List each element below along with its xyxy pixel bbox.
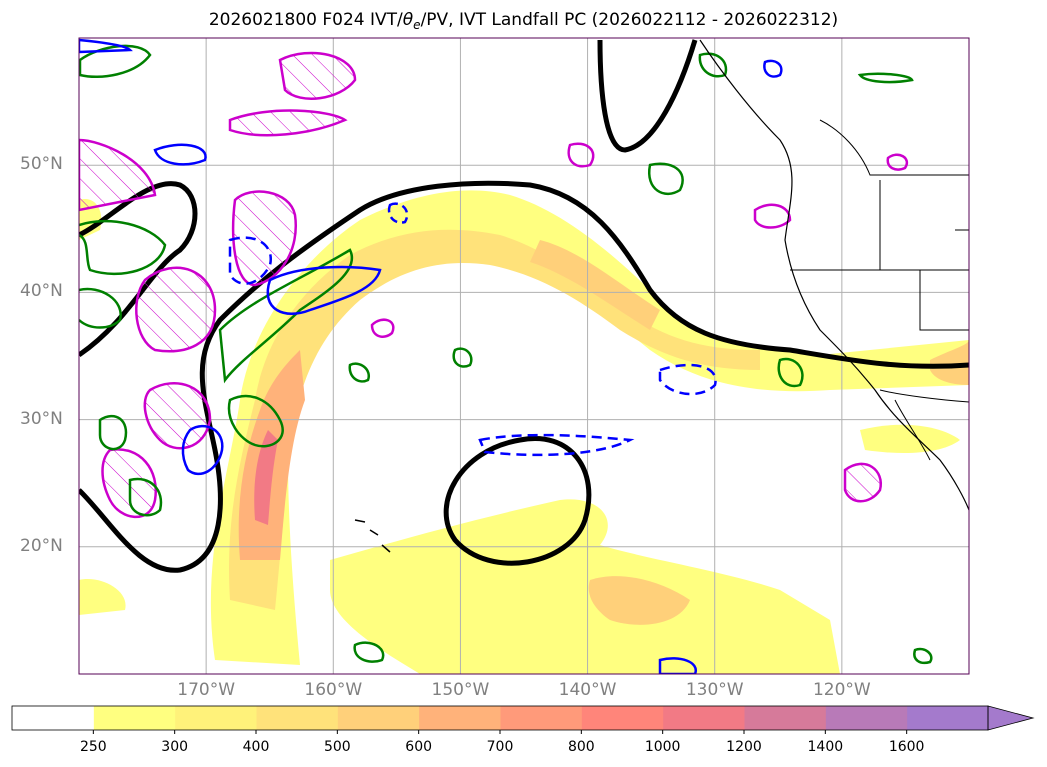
state-borders: [790, 180, 969, 331]
colorbar-tick-label: 700: [486, 739, 514, 755]
pv-contour-8: [843, 462, 883, 503]
ivt-core-b: [254, 430, 278, 525]
theta-symbol: θ: [402, 10, 414, 30]
ivt-band-mid: [229, 229, 761, 611]
thetae-contour-8: [777, 357, 804, 388]
colorbar-segment: [256, 706, 338, 730]
neg-contour-6: [153, 143, 207, 166]
colorbar: [11, 705, 1035, 734]
colorbar-tick-label: 600: [405, 739, 433, 755]
pv-contour-9: [753, 203, 792, 229]
thetae-contour-3: [218, 248, 354, 384]
colorbar-segment: [500, 706, 582, 730]
border-us-mexico: [879, 389, 969, 403]
contours: [79, 38, 969, 674]
colorbar-tick-label: 1200: [726, 739, 762, 755]
hawaii-islands: [354, 519, 391, 553]
thetae-contour-6: [128, 477, 163, 517]
colorbar-tick-label: 1000: [644, 739, 681, 755]
pc-contour-main: [79, 180, 969, 573]
colorbar-tick-label: 500: [323, 739, 351, 755]
thetae-contour-4: [227, 394, 284, 448]
ivt-south-core: [588, 576, 690, 625]
colorbar-segment: [662, 706, 745, 730]
pv-contour-2: [135, 266, 217, 353]
pc-contour-north: [597, 39, 698, 153]
ivt-core-c: [530, 240, 660, 330]
colorbar-segment: [581, 706, 664, 730]
thetae-contour-5: [98, 414, 128, 451]
neg-contour-4: [658, 363, 717, 396]
colorbar-segment: [418, 706, 501, 730]
thetae-contour-14: [353, 641, 385, 663]
colorbar-extend-arrow: [987, 705, 1035, 731]
lon-label: 120°W: [812, 680, 871, 700]
ivt-east-core: [930, 340, 969, 385]
lon-label: 160°W: [304, 680, 363, 700]
colorbar-segment: [906, 706, 989, 730]
pv-contour-12: [886, 153, 908, 171]
colorbar-tick-label: 1600: [888, 739, 925, 755]
colorbar-segment: [744, 706, 826, 730]
pv-contour-11: [370, 318, 395, 338]
neg-contour-5: [228, 236, 273, 285]
colorbar-segment: [174, 706, 257, 730]
neg-contour-8: [763, 59, 783, 78]
baja-coast: [894, 399, 931, 461]
colorbar-tick-label: 800: [567, 739, 595, 755]
neg-contour-10: [79, 38, 133, 54]
thetae-contour-2: [79, 287, 122, 329]
pv-contour-10: [567, 142, 595, 168]
lat-label: 40°N: [20, 281, 63, 302]
pv-contour-1: [231, 190, 298, 287]
lat-label: 30°N: [20, 408, 63, 429]
ivt-left-blob-2: [79, 579, 126, 615]
neg-contour-9: [658, 657, 697, 674]
thetae-contour-10: [348, 362, 371, 383]
colorbar-segment: [337, 706, 420, 730]
thetae-contour-9: [452, 347, 473, 368]
ivt-east-blob: [860, 424, 960, 453]
thetae-contour-12: [79, 44, 152, 79]
pv-contour-3: [143, 382, 212, 450]
thetae-contour-7: [647, 162, 684, 196]
colorbar-tick-label: 250: [79, 739, 107, 755]
neg-contour-7: [387, 202, 409, 224]
colorbar-segment: [825, 706, 908, 730]
pc-contour-loop: [443, 436, 592, 566]
colorbar-tick-label: 300: [161, 739, 189, 755]
thetae-contour-1: [79, 219, 167, 275]
colorbar-tick-label: 1400: [807, 739, 844, 755]
thetae-contour-15: [913, 647, 933, 665]
coastline-north-america: [699, 39, 969, 511]
map-frame: [78, 37, 970, 675]
colorbar-segment: [12, 706, 94, 730]
lat-label: 20°N: [20, 535, 63, 556]
lat-label: 50°N: [20, 154, 63, 175]
lon-label: 140°W: [558, 680, 617, 700]
neg-contour-2: [181, 424, 224, 476]
lon-label: 170°W: [177, 680, 236, 700]
map-title: 2026021800 F024 IVT/θe/PV, IVT Landfall …: [208, 10, 839, 32]
border-canada-us: [819, 119, 969, 176]
pv-contour-6: [278, 51, 357, 100]
colorbar-tick-label: 400: [242, 739, 270, 755]
neg-contour-3: [478, 433, 635, 457]
thetae-contour-11: [857, 72, 914, 84]
neg-contour-1: [266, 265, 382, 315]
pv-contour-5: [79, 138, 157, 212]
colorbar-segment: [93, 706, 176, 730]
lon-label: 130°W: [685, 680, 744, 700]
lon-label: 150°W: [431, 680, 490, 700]
pc-contour-nw: [79, 181, 198, 358]
pv-contour-7: [228, 109, 348, 137]
theta-subscript: e: [413, 18, 421, 32]
